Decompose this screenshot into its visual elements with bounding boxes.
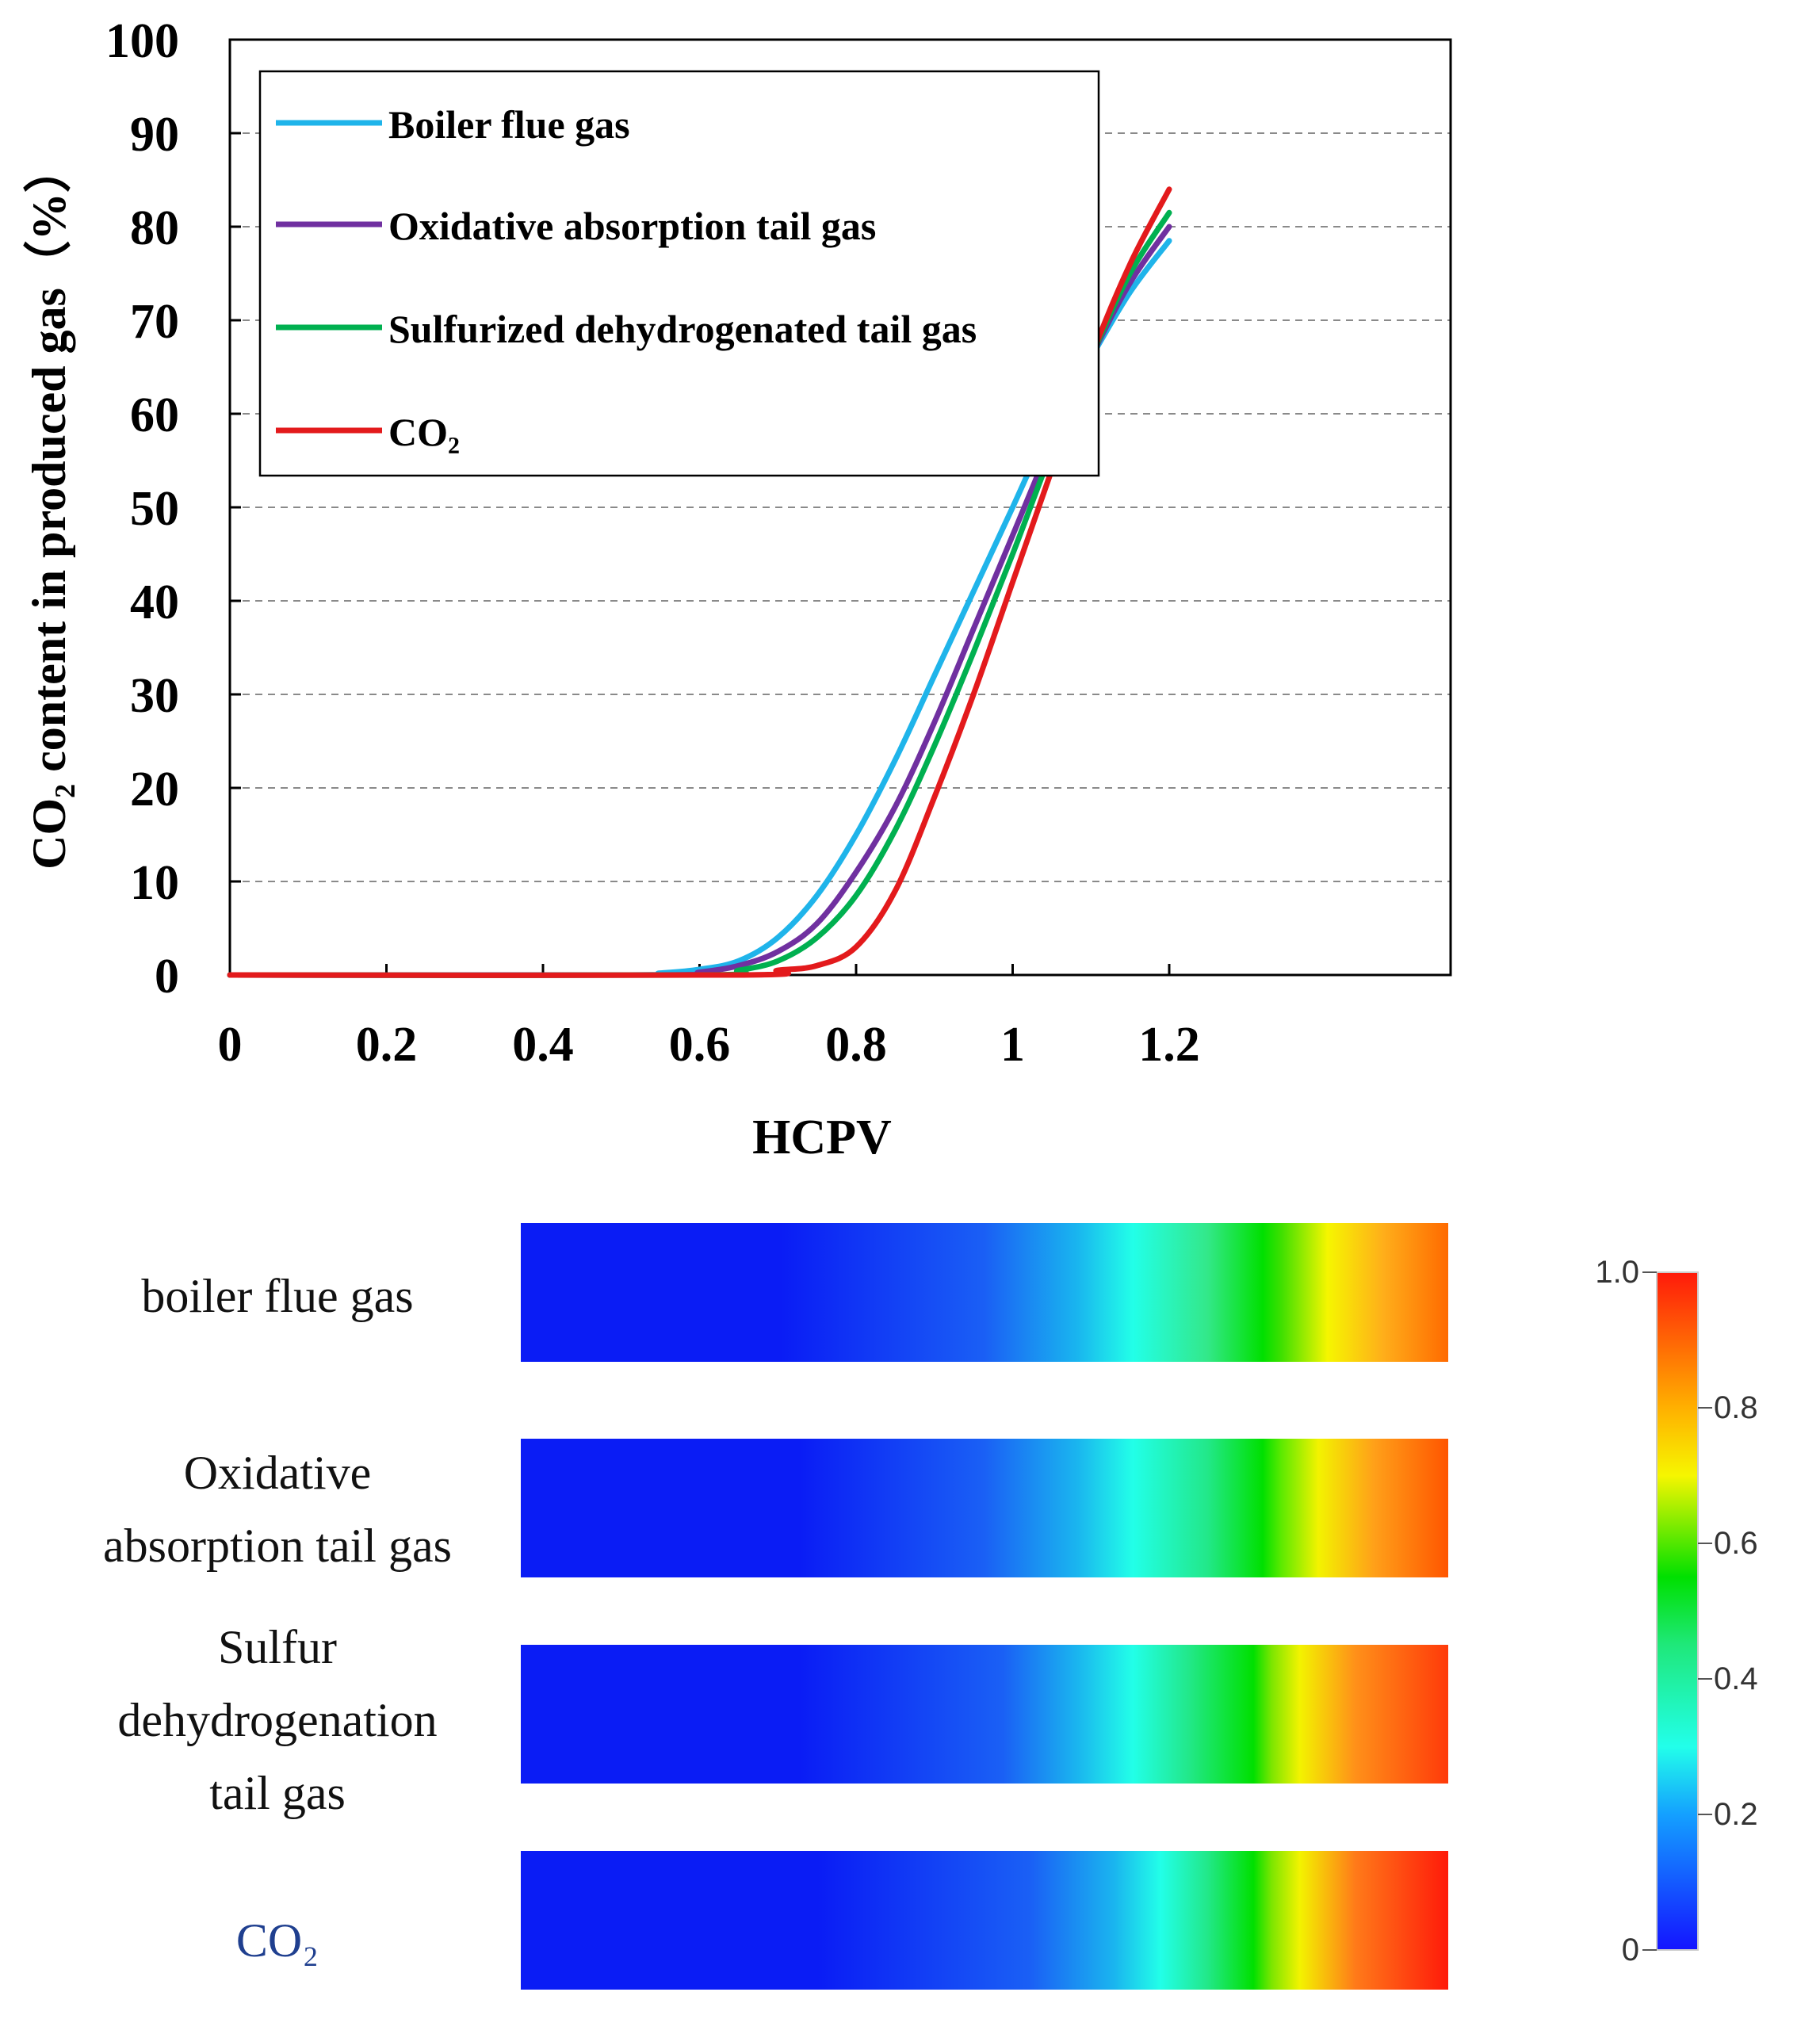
- colorbar-tick-label: 0: [1622, 1933, 1639, 1967]
- legend-label: Sulfurized dehydrogenated tail gas: [388, 307, 977, 351]
- x-tick-label: 0: [218, 1018, 243, 1072]
- legend: Boiler flue gas Oxidative absorption tail…: [258, 70, 1100, 477]
- colorbar-gradient: [1656, 1271, 1699, 1951]
- colorbar: 0 0.2 0.4 0.6 0.8 1.0: [1595, 1255, 1757, 1967]
- y-tick-label: 60: [130, 388, 179, 442]
- y-tick-label: 40: [130, 575, 179, 629]
- y-tick-label: 90: [130, 108, 179, 162]
- legend-box: [258, 70, 1100, 477]
- colorbar-tick-label: 0.4: [1714, 1661, 1758, 1696]
- colorbar-ticks: 0 0.2 0.4 0.6 0.8 1.0: [1595, 1255, 1757, 1967]
- x-tick-label: 1.2: [1138, 1018, 1200, 1072]
- colorbar-tick-label: 0.8: [1714, 1390, 1758, 1425]
- y-tick-label: 50: [130, 482, 179, 536]
- y-axis-label: CO₂ content in produced gas（%）: [22, 145, 75, 870]
- x-tick-label: 1: [1000, 1018, 1025, 1072]
- legend-label: Oxidative absorption tail gas: [388, 204, 876, 248]
- saturation-map-1: [521, 1223, 1448, 1362]
- colorbar-tick-label: 0.2: [1714, 1797, 1758, 1832]
- x-tick-label: 0.2: [356, 1018, 418, 1072]
- x-tick-label: 0.8: [825, 1018, 887, 1072]
- legend-label: Boiler flue gas: [388, 102, 630, 147]
- y-tick-label: 20: [130, 763, 179, 816]
- saturation-map-4: [521, 1851, 1448, 1990]
- line-chart: 0 10 20 30 40 50 60 70 80 90 100 0 0.2 0.4 0.6 0.8 1 1.2…: [22, 14, 1452, 1164]
- y-tick-label: 100: [105, 14, 179, 68]
- y-tick-label: 10: [130, 856, 179, 910]
- legend-label: CO₂: [388, 410, 460, 454]
- y-tick-label: 80: [130, 201, 179, 255]
- saturation-map-label: Sulfur dehydrogenation tail gas: [117, 1621, 437, 1819]
- saturation-map-label: Oxidative absorption tail gas: [103, 1447, 452, 1572]
- colorbar-tick-label: 1.0: [1595, 1255, 1639, 1290]
- x-tick-label: 0.4: [512, 1018, 574, 1072]
- saturation-map-label: CO₂: [236, 1914, 319, 1967]
- saturation-map-2: [521, 1439, 1448, 1577]
- x-axis-label: HCPV: [752, 1111, 892, 1164]
- saturation-map-3: [521, 1645, 1448, 1784]
- x-axis-ticks: 0 0.2 0.4 0.6 0.8 1 1.2: [218, 964, 1200, 1072]
- colorbar-tick-label: 0.6: [1714, 1526, 1758, 1561]
- y-tick-label: 0: [155, 950, 179, 1004]
- saturation-map-label: boiler flue gas: [141, 1270, 413, 1322]
- y-tick-label: 30: [130, 669, 179, 723]
- x-tick-label: 0.6: [669, 1018, 731, 1072]
- saturation-maps: boiler flue gas Oxidative absorption tail …: [103, 1223, 1448, 1990]
- y-tick-label: 70: [130, 295, 179, 349]
- y-axis-ticks: 0 10 20 30 40 50 60 70 80 90 100: [105, 14, 241, 1004]
